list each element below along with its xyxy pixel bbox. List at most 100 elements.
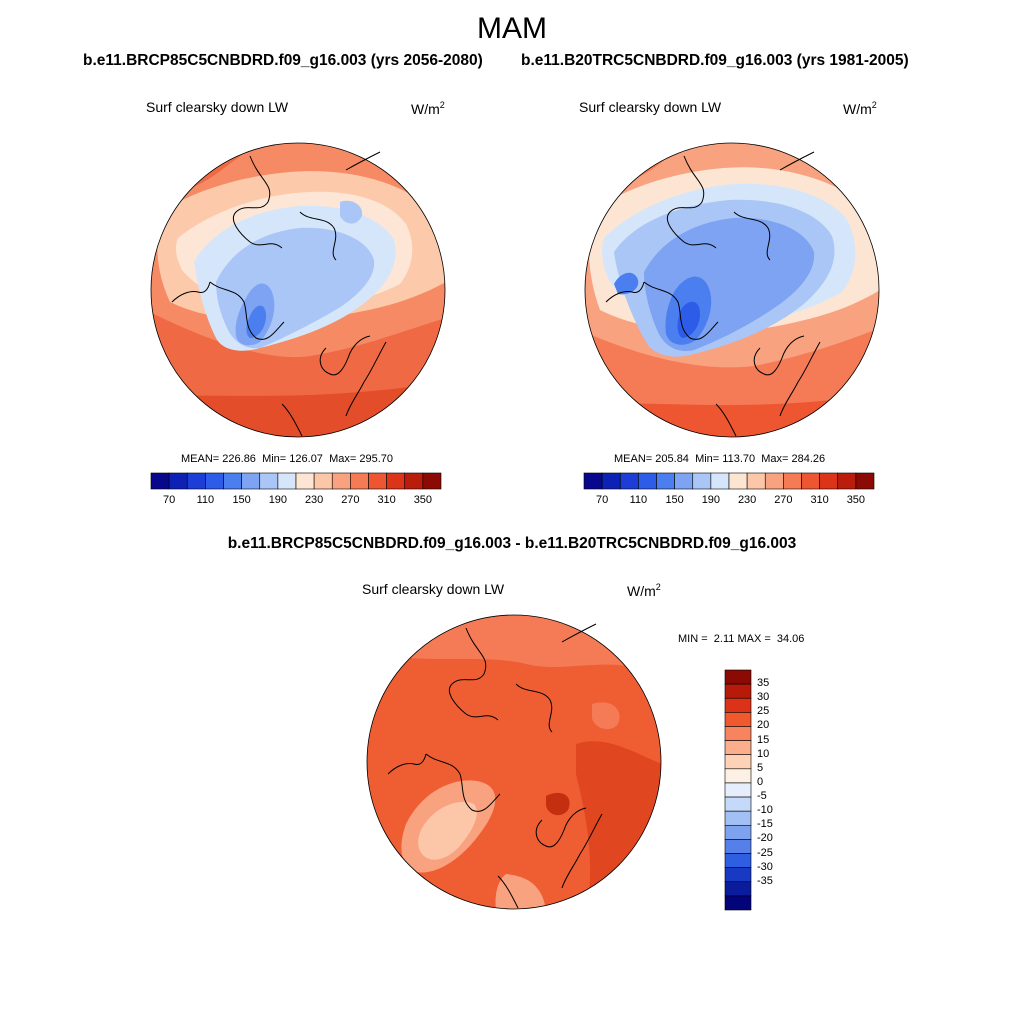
panel1-colorbar-box (422, 472, 442, 490)
panel2-colorbar-box (819, 472, 839, 490)
difference-colorbar-tick-label: -25 (757, 846, 773, 859)
panel1-colorbar-box (404, 472, 424, 490)
difference-colorbar-box (724, 697, 752, 713)
panel2-colorbar-box (583, 472, 603, 490)
panel2-colorbar-box (619, 472, 639, 490)
difference-colorbar-box (724, 881, 752, 897)
difference-polar-map (366, 614, 662, 910)
panel2-stats: MEAN= 205.84 Min= 113.70 Max= 284.26 (614, 453, 826, 465)
panel2-colorbar-tick-label: 70 (596, 494, 609, 506)
panel2-colorbar-box (638, 472, 657, 490)
panel1-colorbar-box (223, 472, 242, 490)
difference-colorbar-tick-label: -10 (757, 804, 773, 817)
panel2-colorbar (583, 472, 875, 490)
panel2-coastlines (605, 151, 821, 437)
panel1-colorbar-box (150, 472, 170, 490)
difference-colorbar-tick-label: 20 (757, 719, 770, 732)
difference-colorbar-tick-label: -20 (757, 832, 773, 845)
panel1-colorbar-box (350, 472, 369, 490)
panel1-units: W/m2 (411, 100, 445, 117)
panel1-stats: MEAN= 226.86 Min= 126.07 Max= 295.70 (181, 453, 393, 465)
panel2-units: W/m2 (843, 100, 877, 117)
difference-colorbar-tick-label: 5 (757, 761, 764, 774)
difference-colorbar-tick-label: -15 (757, 818, 773, 831)
difference-colorbar-box (724, 853, 752, 868)
difference-title: b.e11.BRCP85C5CNBDRD.f09_g16.003 - b.e11… (227, 535, 797, 552)
panel1-colorbar-box (277, 472, 297, 490)
panel2-colorbar-tick-label: 230 (737, 494, 757, 506)
difference-colorbar-tick-label: -5 (757, 790, 767, 803)
panel1-colorbar-tick-label: 190 (268, 494, 288, 506)
difference-colorbar-box (724, 754, 752, 770)
difference-colorbar-box (724, 683, 752, 699)
panel1-colorbar-box (186, 472, 206, 490)
difference-colorbar-box (724, 782, 752, 798)
difference-colorbar (724, 669, 752, 911)
panel1-colorbar-box (386, 472, 406, 490)
panel1-colorbar-box (241, 472, 261, 490)
panel1-colorbar-tick-label: 70 (163, 494, 176, 506)
figure-title: MAM (477, 12, 547, 45)
panel2-colorbar-box (692, 472, 712, 490)
panel1-colorbar-tick-label: 110 (196, 494, 215, 506)
panel2-colorbar-tick-label: 310 (810, 494, 829, 506)
diff-stats: MIN = 2.11 MAX = 34.06 (678, 633, 805, 645)
panel2-colorbar-box (801, 472, 820, 490)
panel2-colorbar-tick-label: 350 (846, 494, 866, 506)
panel1-colorbar-tick-label: 230 (304, 494, 324, 506)
difference-colorbar-box (724, 895, 752, 911)
panel2-colorbar-tick-label: 270 (774, 494, 793, 506)
panel1-colorbar-box (331, 472, 351, 490)
panel2-case-title: b.e11.B20TRC5CNBDRD.f09_g16.003 (yrs 198… (521, 52, 909, 69)
panel2-colorbar-tick-label: 110 (629, 494, 648, 506)
difference-colorbar-box (724, 712, 752, 727)
difference-colorbar-box (724, 669, 752, 685)
panel2-colorbar-tick-label: 150 (665, 494, 684, 506)
difference-colorbar-box (724, 824, 752, 840)
panel2-colorbar-box (728, 472, 748, 490)
panel1-colorbar-tick-label: 350 (413, 494, 433, 506)
panel1-colorbar-box (168, 472, 188, 490)
panel2-colorbar-box (601, 472, 621, 490)
difference-colorbar-tick-label: 35 (757, 677, 770, 690)
difference-coastlines (387, 623, 603, 909)
difference-colorbar-box (724, 839, 752, 854)
panel1-case-title: b.e11.BRCP85C5CNBDRD.f09_g16.003 (yrs 20… (83, 52, 483, 69)
panel1-colorbar-ticks: 70 110 150 190 230 270 310 350 (151, 494, 441, 508)
panel2-colorbar-box (764, 472, 784, 490)
panel2-colorbar-box (783, 472, 802, 490)
panel1-colorbar-tick-label: 270 (341, 494, 360, 506)
panel2-colorbar-tick-label: 190 (701, 494, 721, 506)
panel1-colorbar-box (295, 472, 315, 490)
panel2-colorbar-box (837, 472, 857, 490)
panel2-variable-label: Surf clearsky down LW (579, 99, 722, 115)
panel1-colorbar-tick-label: 310 (377, 494, 396, 506)
panel2-colorbar-box (855, 472, 875, 490)
panel1-colorbar (150, 472, 442, 490)
difference-colorbar-box (724, 740, 752, 756)
panel1-colorbar-box (259, 472, 279, 490)
panel2-colorbar-box (710, 472, 730, 490)
difference-colorbar-tick-label: 30 (757, 691, 770, 704)
panel1-coastlines (171, 151, 387, 437)
diff-units: W/m2 (627, 582, 661, 599)
difference-colorbar-tick-label: 25 (757, 705, 770, 718)
panel1-variable-label: Surf clearsky down LW (146, 99, 289, 115)
difference-colorbar-tick-label: -30 (757, 860, 773, 873)
panel2-polar-map (584, 142, 880, 438)
panel2-colorbar-ticks: 70 110 150 190 230 270 310 350 (584, 494, 874, 508)
difference-colorbar-box (724, 768, 752, 784)
difference-colorbar-box (724, 867, 752, 883)
panel1-colorbar-box (313, 472, 333, 490)
difference-colorbar-box (724, 810, 752, 826)
difference-colorbar-ticks: 35 30 25 20 15 10 5 0 -5 -10 -15 -20 -25 -30 -35 (757, 670, 797, 910)
difference-colorbar-tick-label: 0 (757, 775, 764, 788)
difference-colorbar-tick-label: 15 (757, 733, 770, 746)
difference-colorbar-box (724, 726, 752, 741)
panel1-colorbar-box (368, 472, 387, 490)
difference-colorbar-box (724, 796, 752, 812)
panel2-colorbar-box (674, 472, 694, 490)
panel1-colorbar-tick-label: 150 (232, 494, 251, 506)
diff-variable-label: Surf clearsky down LW (362, 581, 505, 597)
panel2-colorbar-box (746, 472, 766, 490)
